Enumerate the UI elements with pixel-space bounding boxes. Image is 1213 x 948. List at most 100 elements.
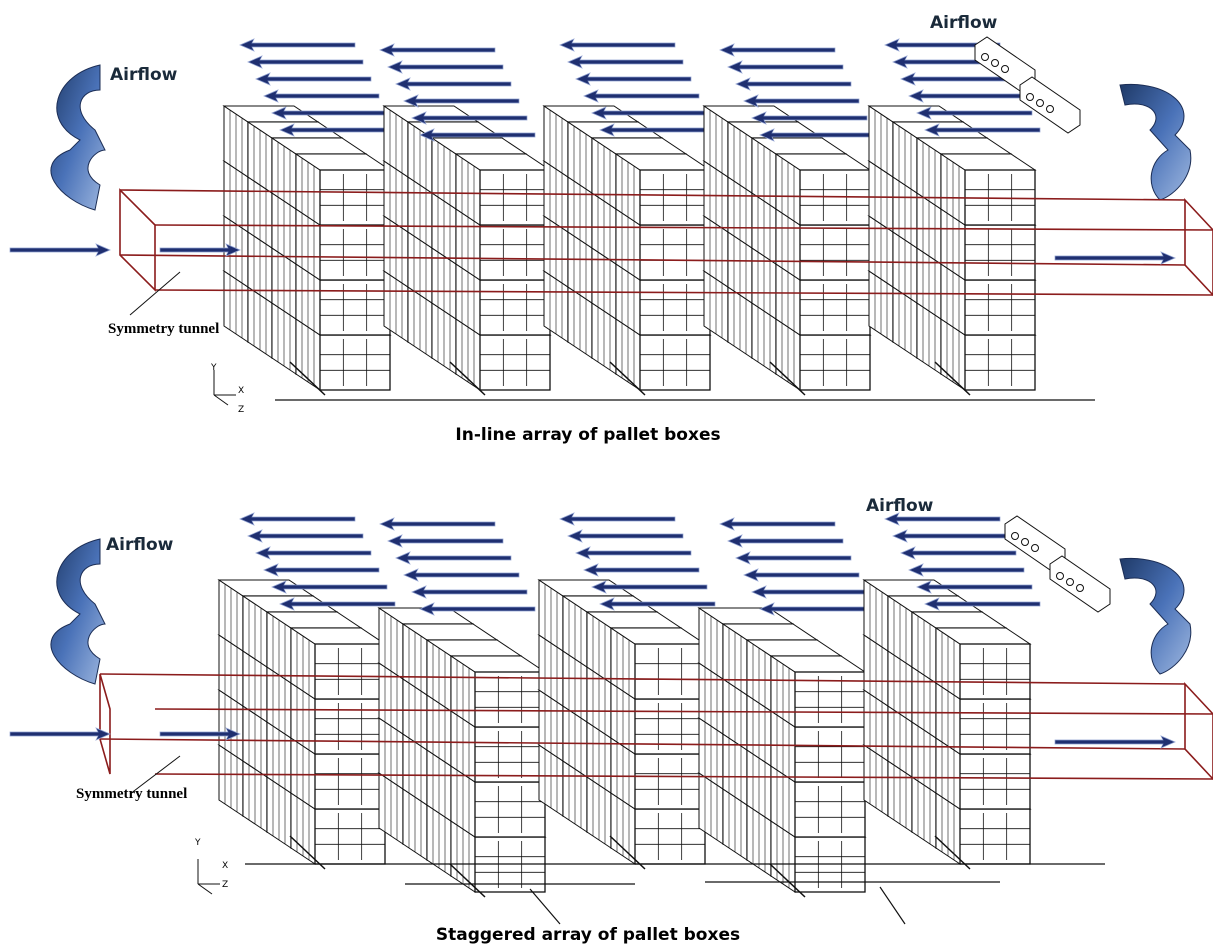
airflow-arrow (736, 552, 851, 564)
box-front (635, 699, 705, 754)
box-front (320, 280, 390, 335)
airflow-arrow (720, 44, 835, 56)
airflow-arrow (256, 547, 371, 559)
box-front (960, 754, 1030, 809)
tunnel-end (100, 674, 110, 774)
box-front (480, 280, 550, 335)
airflow-arrow (893, 530, 1008, 542)
airflow-arrow (728, 61, 843, 73)
airflow-arrow (1055, 736, 1175, 748)
airflow-arrow (744, 95, 859, 107)
curved-arrow (1120, 558, 1191, 674)
box-front (480, 225, 550, 280)
airflow-arrow (736, 78, 851, 90)
box-front (635, 754, 705, 809)
airflow-label: Airflow (866, 496, 934, 516)
airflow-arrow (909, 564, 1024, 576)
airflow-arrow (576, 73, 691, 85)
airflow-arrow (584, 564, 699, 576)
axis-label: Z (238, 405, 244, 415)
airflow-arrow (584, 90, 699, 102)
tunnel-label: Symmetry tunnel (108, 321, 219, 337)
airflow-arrow (264, 90, 379, 102)
box-front (475, 727, 545, 782)
drawing (10, 37, 1213, 924)
caption: Staggered array of pallet boxes (436, 925, 740, 945)
axis-label: Y (210, 363, 217, 373)
box-front (795, 782, 865, 837)
airflow-arrow (160, 728, 240, 740)
axis (214, 395, 228, 405)
airflow-arrow (240, 39, 355, 51)
box-front (480, 335, 550, 390)
box-front (965, 280, 1035, 335)
airflow-arrow (568, 530, 683, 542)
box-front (480, 170, 550, 225)
box-front (795, 727, 865, 782)
box-front (640, 280, 710, 335)
airflow-arrow (728, 535, 843, 547)
pointer (880, 887, 905, 924)
caption: In-line array of pallet boxes (455, 425, 720, 445)
airflow-arrow (160, 244, 240, 256)
box-front (800, 280, 870, 335)
box-front (965, 335, 1035, 390)
tunnel-end (1185, 200, 1213, 295)
airflow-arrow (248, 56, 363, 68)
airflow-arrow (404, 95, 519, 107)
airflow-arrow (10, 244, 110, 256)
airflow-label: Airflow (930, 13, 998, 33)
box-front (320, 225, 390, 280)
curved-arrow (51, 65, 105, 210)
airflow-arrow (396, 78, 511, 90)
airflow-arrow (576, 547, 691, 559)
airflow-arrow (752, 586, 867, 598)
box-front (800, 225, 870, 280)
tunnel-end (1185, 684, 1213, 779)
axis-label: Z (222, 880, 228, 890)
box-front (635, 644, 705, 699)
airflow-arrow (720, 518, 835, 530)
box-front (315, 699, 385, 754)
box-front (640, 335, 710, 390)
airflow-arrow (380, 44, 495, 56)
figure: Airflow Airflow Symmetry tunnel Y X Z In… (0, 0, 1213, 948)
box-front (635, 809, 705, 864)
airflow-arrow (256, 73, 371, 85)
box-front (960, 644, 1030, 699)
airflow-label: Airflow (110, 65, 178, 85)
tunnel-label: Symmetry tunnel (76, 786, 187, 802)
airflow-arrow (248, 530, 363, 542)
box-front (640, 170, 710, 225)
pointer (530, 889, 560, 924)
airflow-label: Airflow (106, 535, 174, 555)
box-front (800, 335, 870, 390)
airflow-arrow (901, 547, 1016, 559)
box-front (960, 699, 1030, 754)
airflow-arrow (1055, 252, 1175, 264)
airflow-arrow (388, 535, 503, 547)
box-front (320, 335, 390, 390)
axis (198, 884, 212, 894)
tunnel-end (120, 190, 155, 290)
box-front (960, 809, 1030, 864)
box-front (475, 782, 545, 837)
airflow-arrow (744, 569, 859, 581)
airflow-arrow (380, 518, 495, 530)
axis-label: X (222, 861, 228, 871)
box-front (315, 644, 385, 699)
box-front (965, 225, 1035, 280)
airflow-arrow (560, 513, 675, 525)
airflow-arrow (560, 39, 675, 51)
box-front (315, 754, 385, 809)
box-front (640, 225, 710, 280)
axis-label: Y (194, 838, 201, 848)
airflow-arrow (909, 90, 1024, 102)
airflow-arrow (404, 569, 519, 581)
airflow-arrow (412, 586, 527, 598)
airflow-arrow (264, 564, 379, 576)
airflow-arrow (10, 728, 110, 740)
airflow-arrow (240, 513, 355, 525)
airflow-arrow (396, 552, 511, 564)
curved-arrow (1120, 84, 1191, 200)
